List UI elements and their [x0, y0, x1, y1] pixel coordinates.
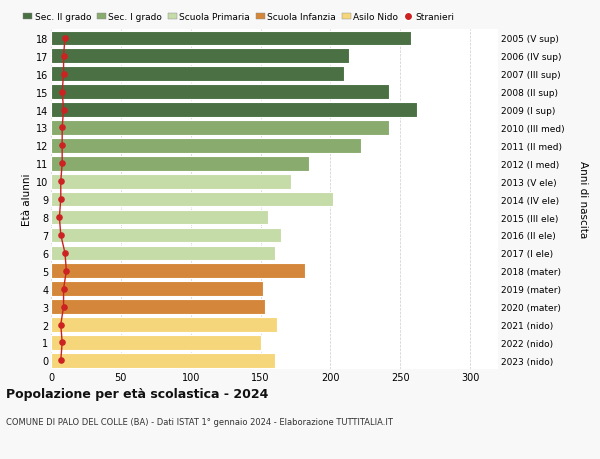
Bar — [51, 353, 275, 368]
Bar — [51, 336, 260, 350]
Point — [55, 214, 64, 221]
Bar — [51, 318, 277, 332]
Point — [58, 339, 67, 347]
Point — [59, 53, 68, 60]
Point — [60, 35, 70, 42]
Point — [59, 303, 68, 311]
Point — [62, 268, 71, 275]
Point — [58, 124, 67, 132]
Point — [60, 250, 70, 257]
Bar — [51, 192, 333, 207]
Point — [56, 232, 65, 239]
Bar — [51, 264, 305, 279]
Bar — [51, 246, 275, 261]
Y-axis label: Età alunni: Età alunni — [22, 174, 32, 226]
Bar — [51, 32, 412, 46]
Bar — [51, 228, 281, 243]
Bar — [51, 300, 265, 314]
Point — [56, 357, 65, 364]
Text: Popolazione per età scolastica - 2024: Popolazione per età scolastica - 2024 — [6, 387, 268, 400]
Point — [59, 285, 68, 293]
Bar — [51, 210, 268, 225]
Point — [56, 178, 65, 185]
Bar — [51, 139, 361, 153]
Point — [56, 321, 65, 329]
Point — [58, 89, 67, 96]
Legend: Sec. II grado, Sec. I grado, Scuola Primaria, Scuola Infanzia, Asilo Nido, Stran: Sec. II grado, Sec. I grado, Scuola Prim… — [23, 13, 454, 22]
Bar — [51, 121, 389, 135]
Bar — [51, 157, 310, 171]
Point — [58, 160, 67, 168]
Point — [58, 142, 67, 150]
Text: COMUNE DI PALO DEL COLLE (BA) - Dati ISTAT 1° gennaio 2024 - Elaborazione TUTTIT: COMUNE DI PALO DEL COLLE (BA) - Dati IST… — [6, 418, 393, 426]
Bar — [51, 174, 291, 189]
Point — [59, 106, 68, 114]
Bar — [51, 103, 417, 118]
Bar — [51, 49, 349, 64]
Y-axis label: Anni di nascita: Anni di nascita — [578, 161, 588, 238]
Bar — [51, 282, 263, 297]
Point — [59, 71, 68, 78]
Bar — [51, 67, 344, 82]
Bar — [51, 85, 389, 100]
Point — [56, 196, 65, 203]
